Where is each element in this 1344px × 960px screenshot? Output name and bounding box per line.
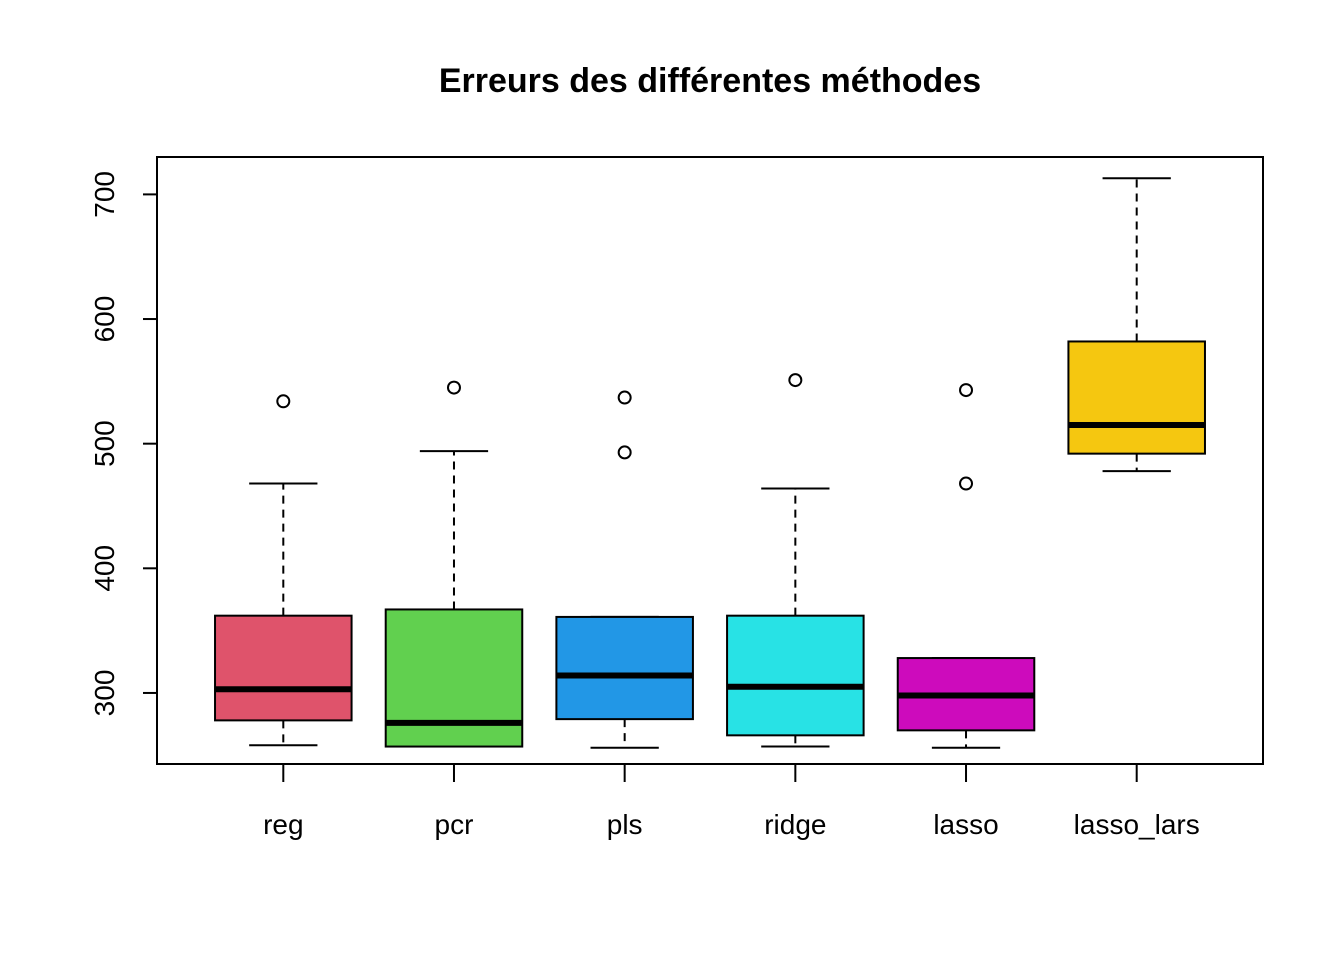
- y-axis: 300 400 500 600 700: [89, 171, 158, 717]
- x-axis: reg pcr pls ridge lasso lasso_lars: [263, 763, 1200, 840]
- iqr-box: [214, 614, 353, 722]
- box-pls: [555, 390, 694, 749]
- box-ridge: [726, 373, 865, 748]
- x-tick-label: reg: [263, 809, 303, 840]
- x-tick-label: pcr: [435, 809, 474, 840]
- box-reg: [214, 394, 353, 747]
- iqr-box: [1067, 340, 1206, 455]
- y-tick-label: 600: [89, 296, 120, 343]
- box-pcr: [384, 380, 524, 748]
- y-tick-label: 700: [89, 171, 120, 218]
- outlier-point: [446, 380, 461, 395]
- y-tick-label: 500: [89, 420, 120, 467]
- outlier-point: [617, 390, 632, 405]
- outlier-point: [788, 373, 803, 388]
- outlier-point: [959, 476, 974, 491]
- x-tick-label: lasso: [933, 809, 998, 840]
- iqr-box: [384, 608, 524, 748]
- boxes: [214, 177, 1206, 749]
- outlier-point: [617, 445, 632, 460]
- box-lasso: [896, 383, 1036, 749]
- x-tick-label: ridge: [764, 809, 826, 840]
- outlier-point: [276, 394, 291, 409]
- outlier-point: [959, 383, 974, 398]
- chart-title: Erreurs des différentes méthodes: [439, 62, 981, 100]
- iqr-box: [555, 615, 694, 721]
- y-tick-label: 300: [89, 670, 120, 717]
- x-tick-label: pls: [607, 809, 643, 840]
- x-tick-label: lasso_lars: [1074, 809, 1200, 840]
- box-lasso_lars: [1067, 177, 1206, 473]
- y-tick-label: 400: [89, 545, 120, 592]
- iqr-box: [726, 614, 865, 737]
